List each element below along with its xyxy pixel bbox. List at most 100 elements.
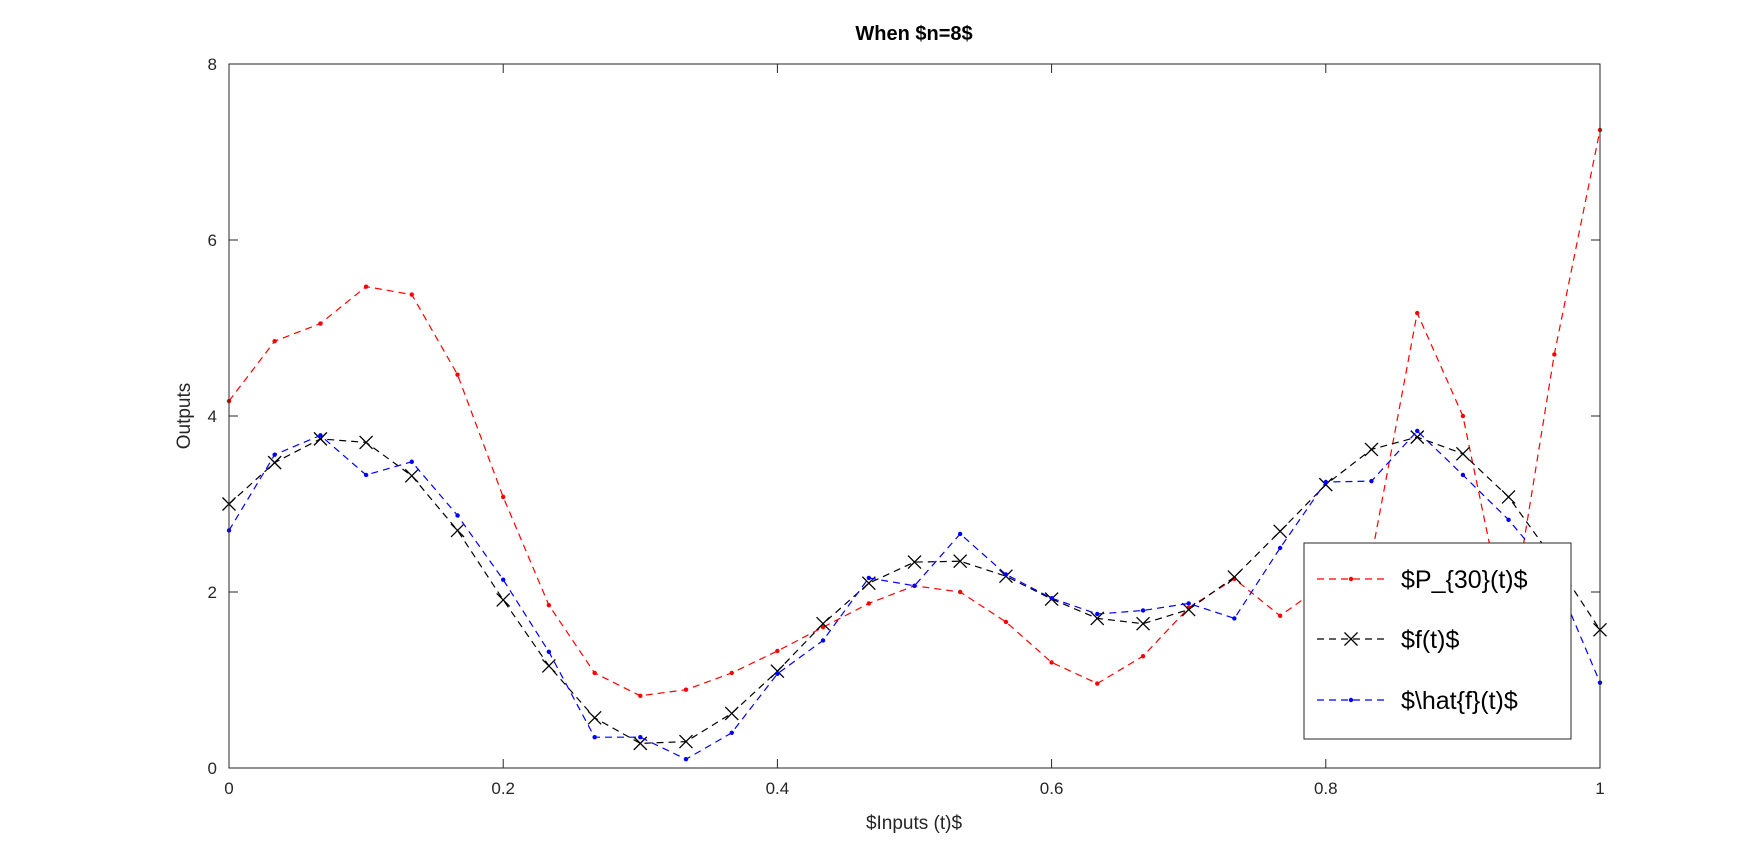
data-point bbox=[775, 671, 780, 677]
data-point bbox=[1460, 413, 1466, 419]
data-point bbox=[409, 459, 414, 464]
x-marker-stroke bbox=[1410, 430, 1425, 445]
x-marker-stroke bbox=[404, 468, 419, 483]
data-point bbox=[678, 734, 693, 749]
data-point bbox=[363, 284, 369, 289]
data-point bbox=[359, 435, 374, 450]
x-marker-stroke bbox=[1273, 524, 1288, 539]
x-marker-stroke bbox=[816, 616, 831, 631]
x-marker-stroke bbox=[907, 555, 922, 570]
data-point bbox=[546, 649, 552, 655]
legend-entry: $f(t)$ bbox=[1317, 626, 1459, 654]
data-point bbox=[592, 735, 597, 740]
data-point bbox=[638, 735, 643, 740]
x-tick-label: 0.6 bbox=[1040, 779, 1064, 798]
data-point bbox=[1277, 613, 1283, 618]
data-point bbox=[1095, 681, 1100, 686]
data-point bbox=[501, 494, 506, 500]
data-point bbox=[496, 592, 511, 607]
data-point bbox=[1318, 477, 1333, 492]
data-point bbox=[272, 339, 277, 344]
legend-marker bbox=[1348, 576, 1354, 582]
legend-entries: $P_{30}(t)$ $f(t)$ $\hat{f}(t)$ bbox=[1317, 566, 1528, 715]
chart-title: When $n=8$ bbox=[855, 23, 972, 45]
x-marker-stroke bbox=[587, 710, 602, 725]
data-point bbox=[820, 638, 826, 643]
x-tick-label: 1 bbox=[1595, 779, 1604, 798]
data-point bbox=[404, 468, 419, 483]
y-tick-label: 8 bbox=[208, 55, 217, 74]
data-point bbox=[501, 577, 506, 582]
x-marker-stroke bbox=[1501, 490, 1516, 504]
data-point bbox=[267, 455, 282, 470]
x-marker-stroke bbox=[1136, 616, 1151, 631]
data-point bbox=[1003, 572, 1009, 577]
x-marker-stroke bbox=[313, 431, 328, 446]
data-point bbox=[1049, 660, 1054, 665]
data-point bbox=[318, 433, 323, 438]
x-marker-stroke bbox=[678, 734, 693, 749]
plot-frame bbox=[228, 63, 1601, 769]
legend-label: $f(t)$ bbox=[1401, 626, 1459, 654]
y-tick-label: 6 bbox=[208, 231, 217, 250]
data-point bbox=[820, 625, 826, 630]
data-point bbox=[592, 670, 597, 676]
x-marker-stroke bbox=[450, 523, 465, 538]
x-axis-label: $Inputs (t)$ bbox=[866, 813, 963, 834]
data-point bbox=[683, 687, 689, 692]
data-point bbox=[1501, 490, 1516, 504]
x-tick-label: 0.8 bbox=[1314, 779, 1338, 798]
x-tick-label: 0 bbox=[224, 779, 233, 798]
data-point bbox=[638, 693, 643, 699]
data-point bbox=[866, 575, 872, 581]
data-point bbox=[1140, 654, 1146, 659]
x-marker-stroke bbox=[359, 435, 374, 450]
legend-entry: $\hat{f}(t)$ bbox=[1317, 687, 1518, 715]
data-point bbox=[1323, 479, 1329, 485]
data-point bbox=[1227, 570, 1242, 584]
legend-entry: $P_{30}(t)$ bbox=[1317, 566, 1528, 594]
data-point bbox=[541, 658, 556, 673]
ticks-layer: 0 0.2 0.4 0.6 0.8 1 0 2 4 6 8 bbox=[208, 55, 1605, 798]
y-axis-label: Outputs bbox=[174, 383, 195, 450]
legend-label: $\hat{f}(t)$ bbox=[1401, 687, 1518, 715]
data-point bbox=[770, 664, 785, 679]
data-point bbox=[724, 706, 739, 721]
x-marker-stroke bbox=[541, 658, 556, 673]
data-point bbox=[1277, 545, 1283, 551]
data-point bbox=[1364, 442, 1379, 457]
data-point bbox=[907, 555, 922, 570]
x-marker-stroke bbox=[1227, 570, 1242, 584]
data-point bbox=[313, 431, 328, 446]
data-point bbox=[912, 583, 917, 589]
x-marker-stroke bbox=[1364, 442, 1379, 457]
series-2 bbox=[226, 428, 1603, 762]
x-marker-stroke bbox=[724, 706, 739, 721]
data-point bbox=[729, 670, 734, 676]
y-tick-label: 0 bbox=[208, 759, 217, 778]
data-point bbox=[1186, 601, 1191, 606]
x-marker-stroke bbox=[267, 455, 282, 470]
data-point bbox=[957, 589, 963, 595]
data-point bbox=[1232, 616, 1237, 621]
data-point bbox=[1506, 517, 1511, 523]
data-point bbox=[455, 372, 460, 377]
data-point bbox=[1415, 428, 1420, 434]
data-point bbox=[816, 616, 831, 631]
legend: $P_{30}(t)$ $f(t)$ $\hat{f}(t)$ bbox=[1303, 542, 1572, 740]
data-point bbox=[455, 513, 460, 518]
legend-marker bbox=[1348, 697, 1354, 703]
data-point bbox=[1460, 472, 1466, 478]
data-point bbox=[409, 292, 414, 297]
data-point bbox=[1003, 619, 1009, 625]
data-point bbox=[953, 554, 968, 569]
data-point bbox=[1140, 608, 1146, 613]
data-point bbox=[272, 452, 277, 457]
data-point bbox=[1095, 611, 1100, 617]
x-tick-label: 0.4 bbox=[766, 779, 790, 798]
data-point bbox=[683, 757, 689, 762]
x-marker-stroke bbox=[496, 592, 511, 607]
data-point bbox=[587, 710, 602, 725]
data-point bbox=[1455, 446, 1470, 461]
